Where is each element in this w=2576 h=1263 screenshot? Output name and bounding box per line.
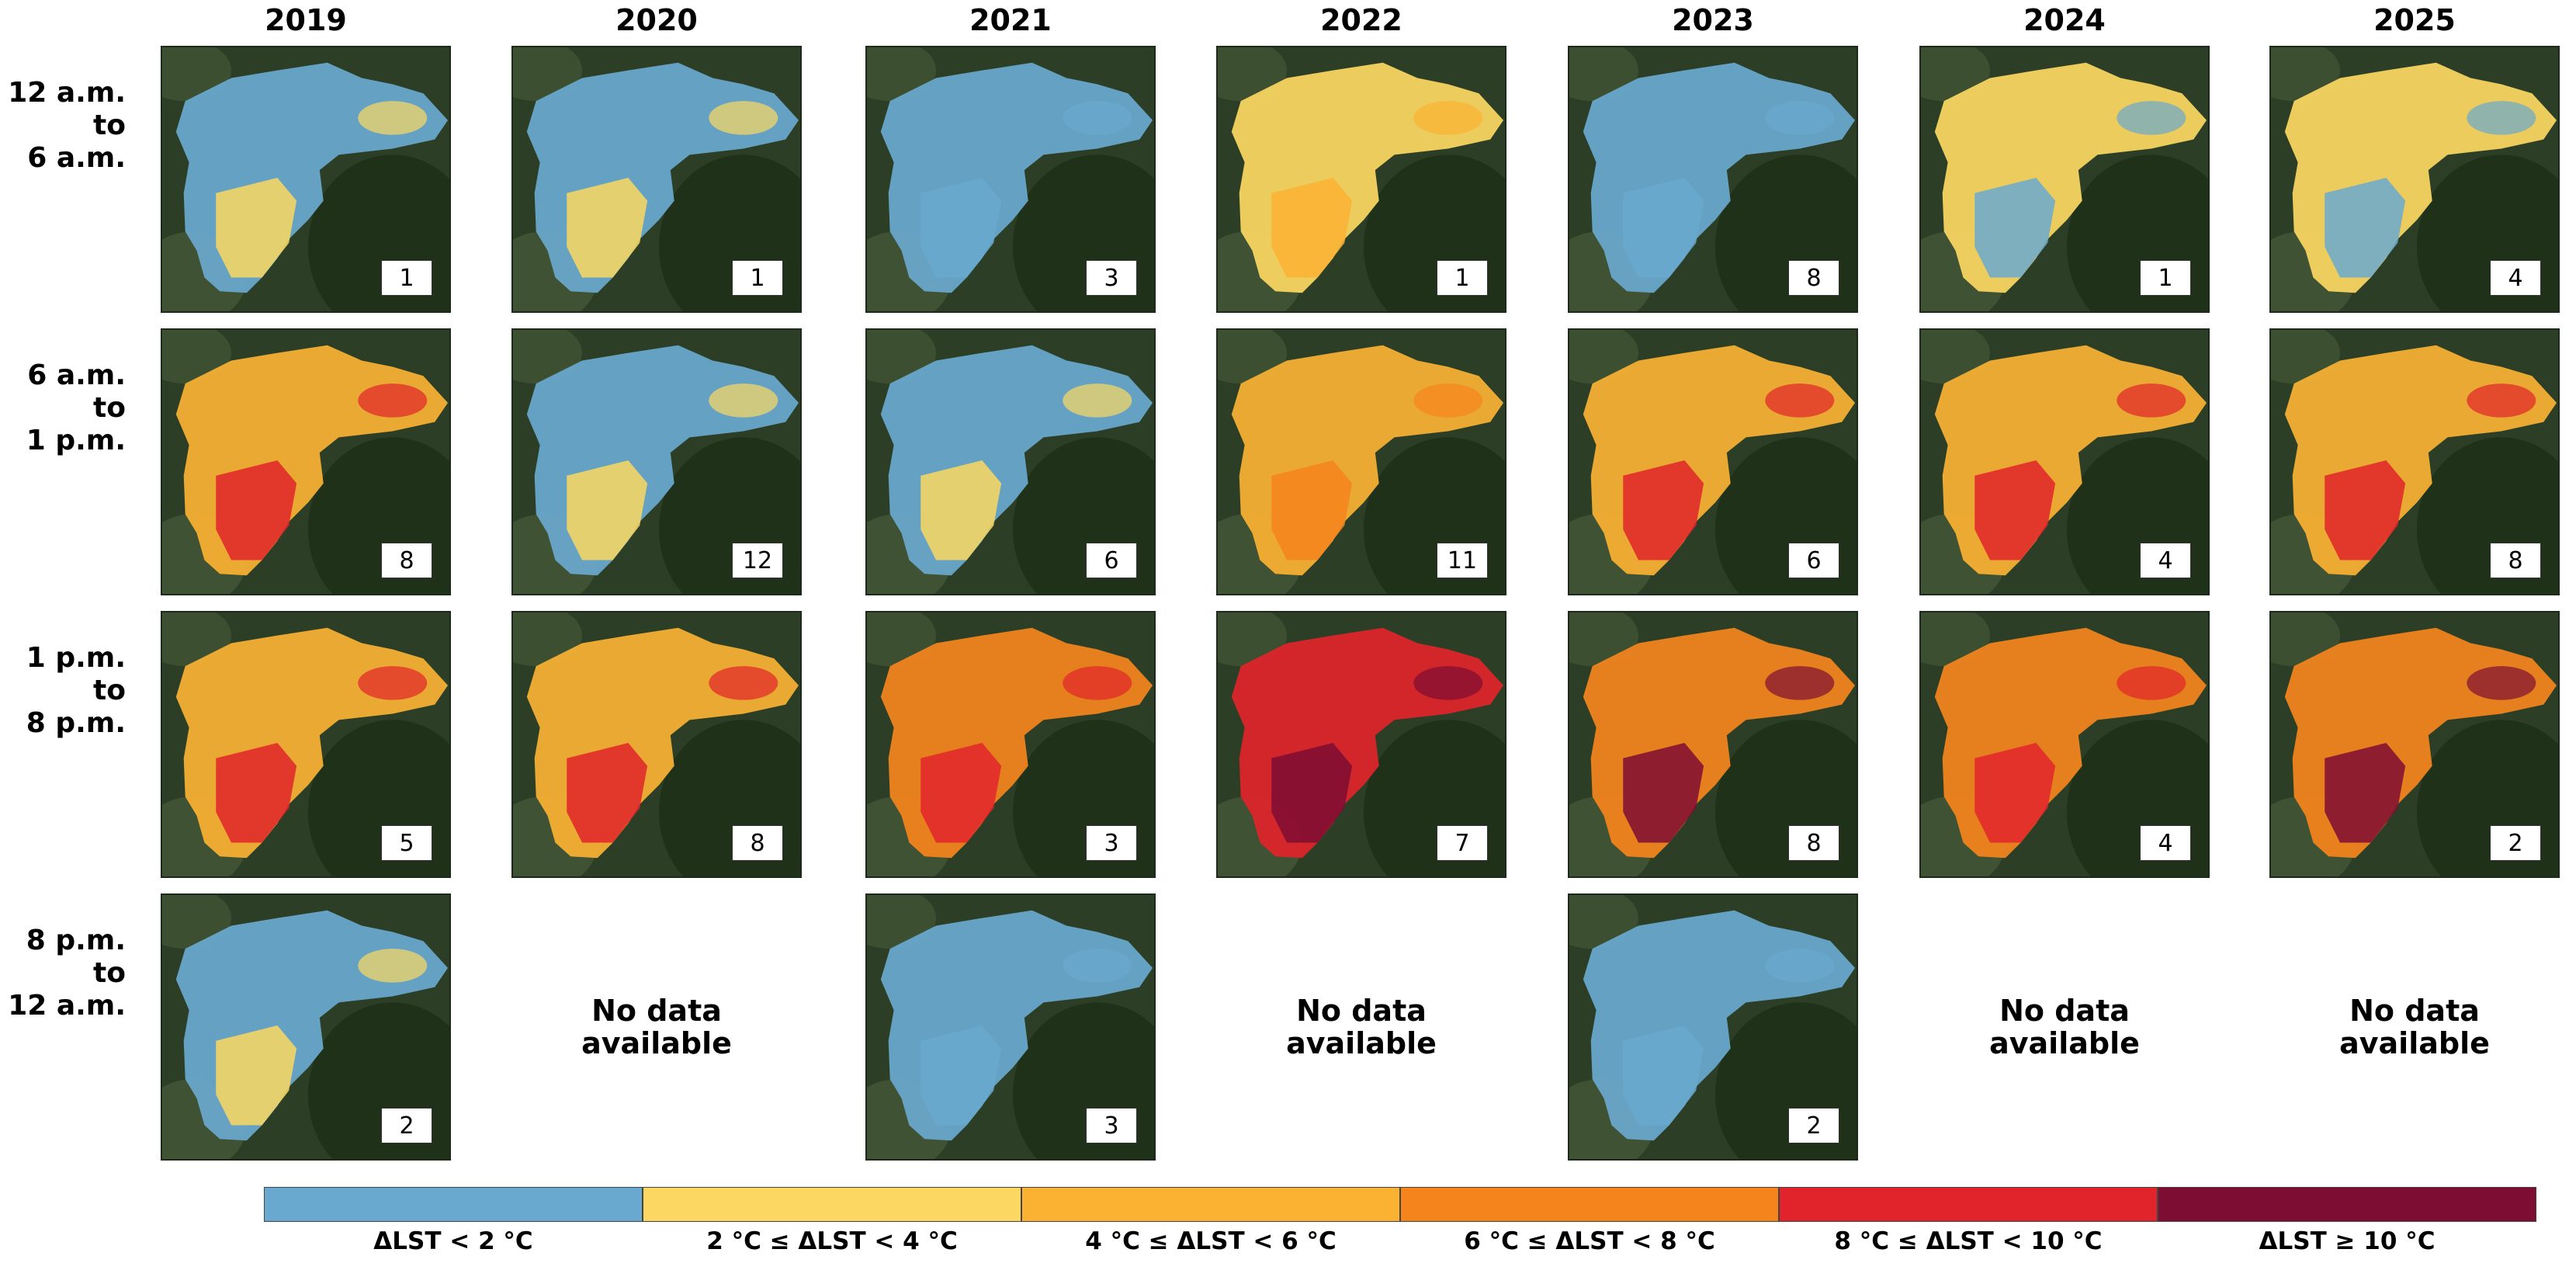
map-tile: 3 <box>865 611 1156 878</box>
legend-swatch <box>1779 1187 2158 1222</box>
lst-hotspot-region <box>567 178 648 278</box>
lst-hotspot-region <box>567 460 648 560</box>
lst-hotspot-region <box>567 743 648 843</box>
map-tile: 1 <box>511 46 802 313</box>
year-header-2021: 2021 <box>969 3 1052 37</box>
time-window-label: 12 a.m. to 6 a.m. <box>8 77 126 174</box>
legend-swatch <box>1400 1187 1779 1222</box>
map-tile: 8 <box>161 328 451 595</box>
map-tile: 8 <box>511 611 802 878</box>
legend-label: 8 °C ≤ ΔLST < 10 °C <box>1834 1227 2103 1255</box>
lst-hotspot-region <box>1974 460 2056 560</box>
year-header-2023: 2023 <box>1672 3 1754 37</box>
observation-count-label: 4 <box>2140 543 2191 578</box>
lst-hotspot-region <box>1623 460 1704 560</box>
observation-count-label: 1 <box>2140 260 2191 296</box>
observation-count-label: 3 <box>1086 825 1137 861</box>
map-tile: 3 <box>865 893 1156 1161</box>
no-data-label: No data available <box>2339 994 2490 1060</box>
map-tile: 8 <box>2269 328 2560 595</box>
map-tile: 2 <box>161 893 451 1161</box>
legend-swatch <box>2158 1187 2536 1222</box>
lst-hotspot-region <box>216 743 297 843</box>
year-header-2020: 2020 <box>615 3 698 37</box>
observation-count-label: 6 <box>1086 543 1137 578</box>
map-tile: 4 <box>1919 328 2210 595</box>
map-tile: 11 <box>1216 328 1506 595</box>
observation-count-label: 8 <box>732 825 783 861</box>
legend-swatch <box>1021 1187 1400 1222</box>
lst-hotspot-region <box>2325 743 2406 843</box>
time-window-label: 8 p.m. to 12 a.m. <box>8 925 126 1022</box>
observation-count-label: 3 <box>1086 1108 1137 1143</box>
map-tile: 1 <box>1216 46 1506 313</box>
map-tile: 8 <box>1568 46 1858 313</box>
lst-hotspot-region <box>1623 178 1704 278</box>
year-header-2025: 2025 <box>2373 3 2456 37</box>
map-tile: 5 <box>161 611 451 878</box>
observation-count-label: 1 <box>1437 260 1488 296</box>
observation-count-label: 2 <box>2490 825 2541 861</box>
observation-count-label: 1 <box>381 260 432 296</box>
observation-count-label: 12 <box>732 543 783 578</box>
legend-label: 2 °C ≤ ΔLST < 4 °C <box>706 1227 958 1255</box>
observation-count-label: 3 <box>1086 260 1137 296</box>
observation-count-label: 2 <box>1788 1108 1839 1143</box>
map-tile: 3 <box>865 46 1156 313</box>
observation-count-label: 4 <box>2490 260 2541 296</box>
lst-hotspot-region <box>1974 178 2056 278</box>
observation-count-label: 8 <box>2490 543 2541 578</box>
lst-hotspot-region <box>920 743 1002 843</box>
no-data-label: No data available <box>1989 994 2140 1060</box>
lst-hotspot-region <box>216 1025 297 1126</box>
legend-swatch <box>264 1187 643 1222</box>
map-tile: 1 <box>1919 46 2210 313</box>
map-tile: 6 <box>1568 328 1858 595</box>
observation-count-label: 5 <box>381 825 432 861</box>
lst-hotspot-region <box>920 460 1002 560</box>
lst-hotspot-region <box>2325 178 2406 278</box>
lst-hotspot-region <box>920 1025 1002 1126</box>
map-tile: 12 <box>511 328 802 595</box>
observation-count-label: 7 <box>1437 825 1488 861</box>
observation-count-label: 11 <box>1437 543 1488 578</box>
observation-count-label: 4 <box>2140 825 2191 861</box>
lst-hotspot-region <box>216 178 297 278</box>
no-data-label: No data available <box>581 994 732 1060</box>
year-header-2019: 2019 <box>265 3 347 37</box>
map-tile: 2 <box>1568 893 1858 1161</box>
map-tile: 6 <box>865 328 1156 595</box>
lst-hotspot-region <box>1271 743 1353 843</box>
lst-hotspot-region <box>1271 178 1353 278</box>
map-tile: 4 <box>2269 46 2560 313</box>
legend-label: ΔLST ≥ 10 °C <box>2259 1227 2436 1255</box>
lst-hotspot-region <box>1271 460 1353 560</box>
observation-count-label: 1 <box>732 260 783 296</box>
lst-hotspot-region <box>920 178 1002 278</box>
observation-count-label: 8 <box>381 543 432 578</box>
lst-hotspot-region <box>1623 743 1704 843</box>
map-tile: 2 <box>2269 611 2560 878</box>
time-window-label: 6 a.m. to 1 p.m. <box>26 359 126 456</box>
no-data-label: No data available <box>1286 994 1437 1060</box>
observation-count-label: 2 <box>381 1108 432 1143</box>
year-header-2024: 2024 <box>2023 3 2106 37</box>
lst-hotspot-region <box>216 460 297 560</box>
map-tile: 1 <box>161 46 451 313</box>
legend-swatch <box>643 1187 1021 1222</box>
legend-label: 4 °C ≤ ΔLST < 6 °C <box>1085 1227 1337 1255</box>
lst-hotspot-region <box>1623 1025 1704 1126</box>
observation-count-label: 8 <box>1788 260 1839 296</box>
map-tile: 8 <box>1568 611 1858 878</box>
time-window-label: 1 p.m. to 8 p.m. <box>26 642 126 739</box>
observation-count-label: 8 <box>1788 825 1839 861</box>
legend-label: ΔLST < 2 °C <box>373 1227 533 1255</box>
lst-hotspot-region <box>1974 743 2056 843</box>
legend-label: 6 °C ≤ ΔLST < 8 °C <box>1464 1227 1715 1255</box>
observation-count-label: 6 <box>1788 543 1839 578</box>
map-tile: 7 <box>1216 611 1506 878</box>
year-header-2022: 2022 <box>1320 3 1402 37</box>
lst-hotspot-region <box>2325 460 2406 560</box>
map-tile: 4 <box>1919 611 2210 878</box>
